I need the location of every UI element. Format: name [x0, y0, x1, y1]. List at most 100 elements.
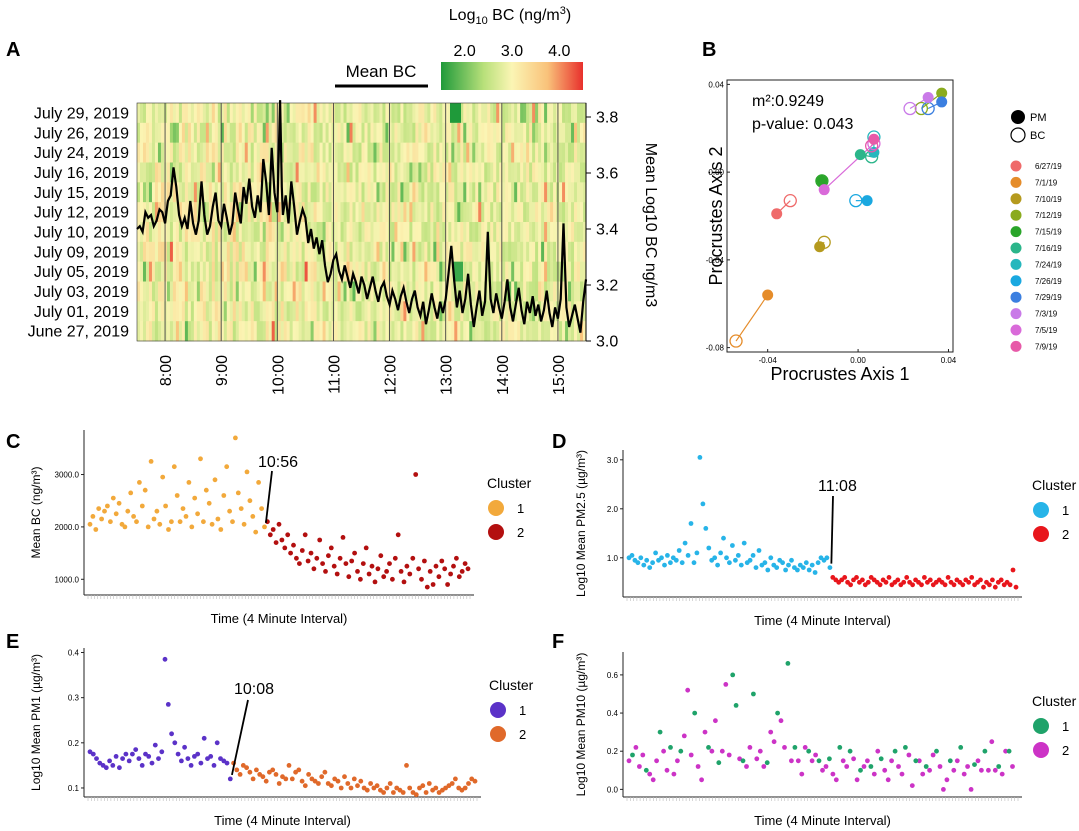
heatmap-cell: [208, 122, 213, 143]
cluster-1-point: [789, 557, 794, 563]
heatmap-cell: [349, 222, 353, 243]
heatmap-cell: [451, 222, 455, 243]
legend-date-swatch: [1010, 258, 1022, 270]
heatmap-cell: [316, 301, 320, 322]
cluster-1-point: [148, 459, 154, 464]
heatmap-cell: [490, 241, 494, 262]
heatmap-cell: [274, 261, 279, 282]
heatmap-cell: [217, 281, 222, 302]
heatmap-cell: [535, 162, 539, 183]
heatmap-cell: [343, 281, 347, 302]
heatmap-cell: [217, 261, 222, 282]
cluster-1-point: [733, 703, 739, 708]
heatmap-cell: [298, 202, 303, 223]
cluster-1-point: [700, 501, 706, 507]
heatmap-cell: [169, 103, 174, 124]
cluster-2-point: [771, 739, 777, 745]
heatmap-cell: [142, 222, 147, 243]
heatmap-cell: [250, 182, 255, 203]
heatmap-cell: [259, 281, 264, 302]
heatmap-cell: [559, 103, 563, 124]
heatmap-cell: [568, 261, 572, 282]
heatmap-cell: [358, 261, 362, 282]
heatmap-cell: [250, 261, 255, 282]
heatmap-cell: [151, 281, 156, 302]
heatmap-cell: [466, 301, 470, 322]
heatmap-cell: [247, 202, 252, 223]
heatmap-cell: [490, 103, 494, 124]
pm-point: [936, 96, 948, 108]
heatmap-cell: [256, 261, 261, 282]
heatmap-cell: [412, 162, 416, 183]
heatmap-cell: [376, 281, 380, 302]
cluster-1-point: [235, 490, 241, 496]
heatmap-cell: [223, 321, 228, 342]
cluster-2-point: [329, 783, 334, 789]
heatmap-cell: [271, 261, 276, 282]
heatmap-cell: [364, 202, 368, 223]
heatmap-cell: [547, 142, 551, 163]
heatmap-cell: [190, 103, 195, 124]
cluster-1-point: [259, 506, 264, 511]
legend-date-swatch: [1010, 193, 1022, 205]
heatmap-cell: [193, 261, 198, 282]
cluster-2-point: [334, 571, 340, 577]
heatmap-cell: [274, 142, 279, 163]
heatmap-cell: [520, 162, 524, 183]
cluster-1-point: [96, 506, 102, 511]
heatmap-cell: [274, 162, 279, 183]
heatmap-cell: [538, 222, 542, 243]
heatmap-cell: [205, 301, 210, 322]
heatmap-cell: [475, 142, 479, 163]
y-tick-label: 3.0: [607, 456, 619, 465]
cluster-2-point: [661, 748, 666, 754]
heatmap-cell: [145, 321, 150, 342]
panel-label-a: A: [6, 39, 20, 61]
heatmap-cell: [550, 202, 554, 223]
cluster-1-point: [730, 672, 736, 678]
heatmap-cell: [178, 261, 183, 282]
cluster-1-point: [230, 519, 235, 525]
legend-pm-marker: [1011, 110, 1025, 124]
cluster-2-point: [448, 571, 453, 577]
cluster-1-point: [847, 748, 853, 754]
heatmap-cell: [424, 281, 428, 302]
heatmap-cell: [208, 301, 213, 322]
heatmap-cell: [574, 103, 578, 124]
heatmap-cell: [517, 103, 521, 124]
heatmap-cell: [283, 142, 288, 163]
heatmap-cell: [532, 142, 536, 163]
cluster-1-point: [803, 560, 809, 566]
heatmap-cell: [364, 122, 368, 143]
heatmap-cell: [211, 122, 216, 143]
heatmap-cell: [421, 321, 425, 342]
heatmap-cell: [445, 142, 449, 163]
cluster-1-point: [195, 751, 201, 757]
heatmap-cell: [541, 142, 545, 163]
heatmap-cell: [550, 182, 554, 203]
heatmap-cell: [205, 202, 210, 223]
heatmap-cell: [565, 142, 569, 163]
heatmap-cell: [202, 321, 207, 342]
heatmap-cell: [553, 281, 557, 302]
heatmap-cell: [469, 122, 473, 143]
heatmap-cell: [433, 122, 437, 143]
cluster-2-point: [263, 778, 269, 784]
heatmap-cell: [538, 182, 542, 203]
heatmap-cell: [199, 142, 204, 163]
heatmap-cell: [316, 281, 320, 302]
heatmap-cell: [196, 182, 201, 203]
legend-date-swatch: [1010, 176, 1022, 188]
heatmap-cell: [529, 241, 533, 262]
heatmap-cell: [580, 182, 584, 203]
cluster-1-point: [735, 553, 741, 558]
heatmap-cell: [289, 103, 294, 124]
heatmap-cell: [406, 281, 410, 302]
heatmap-cell: [220, 261, 225, 282]
heatmap-cell: [550, 321, 554, 342]
procrustes-x-label: Procrustes Axis 1: [770, 364, 909, 384]
heatmap-cell: [469, 182, 473, 203]
heatmap-cell: [547, 122, 551, 143]
heatmap-cell: [547, 321, 551, 342]
heatmap-cell: [448, 281, 452, 302]
